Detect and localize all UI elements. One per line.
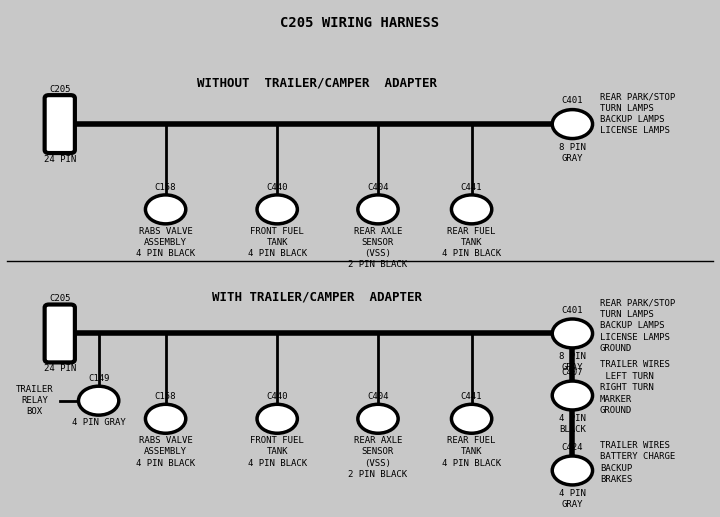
Text: REAR FUEL
TANK
4 PIN BLACK: REAR FUEL TANK 4 PIN BLACK [442, 227, 501, 258]
Text: WITHOUT  TRAILER/CAMPER  ADAPTER: WITHOUT TRAILER/CAMPER ADAPTER [197, 76, 437, 89]
Text: REAR AXLE
SENSOR
(VSS)
2 PIN BLACK: REAR AXLE SENSOR (VSS) 2 PIN BLACK [348, 436, 408, 479]
Circle shape [145, 195, 186, 224]
Circle shape [358, 195, 398, 224]
Text: 24 PIN: 24 PIN [44, 155, 76, 164]
Text: C205: C205 [49, 295, 71, 303]
Text: RABS VALVE
ASSEMBLY
4 PIN BLACK: RABS VALVE ASSEMBLY 4 PIN BLACK [136, 436, 195, 467]
Text: C441: C441 [461, 183, 482, 192]
Text: C149: C149 [88, 374, 109, 383]
Text: REAR AXLE
SENSOR
(VSS)
2 PIN BLACK: REAR AXLE SENSOR (VSS) 2 PIN BLACK [348, 227, 408, 269]
Text: TRAILER WIRES
 LEFT TURN
RIGHT TURN
MARKER
GROUND: TRAILER WIRES LEFT TURN RIGHT TURN MARKE… [600, 360, 670, 415]
Circle shape [257, 404, 297, 433]
Text: 8 PIN
GRAY: 8 PIN GRAY [559, 352, 586, 372]
Circle shape [78, 386, 119, 415]
Text: C407: C407 [562, 368, 583, 377]
Text: REAR FUEL
TANK
4 PIN BLACK: REAR FUEL TANK 4 PIN BLACK [442, 436, 501, 467]
Circle shape [552, 456, 593, 485]
Text: 4 PIN
BLACK: 4 PIN BLACK [559, 414, 586, 434]
Text: C401: C401 [562, 306, 583, 315]
Text: C205 WIRING HARNESS: C205 WIRING HARNESS [280, 16, 440, 31]
Text: 4 PIN
GRAY: 4 PIN GRAY [559, 489, 586, 509]
Text: C205: C205 [49, 85, 71, 94]
Text: 24 PIN: 24 PIN [44, 364, 76, 373]
Text: C440: C440 [266, 392, 288, 401]
Text: 4 PIN GRAY: 4 PIN GRAY [72, 418, 125, 427]
Text: FRONT FUEL
TANK
4 PIN BLACK: FRONT FUEL TANK 4 PIN BLACK [248, 227, 307, 258]
Circle shape [257, 195, 297, 224]
Text: RABS VALVE
ASSEMBLY
4 PIN BLACK: RABS VALVE ASSEMBLY 4 PIN BLACK [136, 227, 195, 258]
Text: C404: C404 [367, 183, 389, 192]
Text: 8 PIN
GRAY: 8 PIN GRAY [559, 143, 586, 163]
Text: TRAILER WIRES
BATTERY CHARGE
BACKUP
BRAKES: TRAILER WIRES BATTERY CHARGE BACKUP BRAK… [600, 441, 675, 484]
Text: C401: C401 [562, 97, 583, 105]
FancyBboxPatch shape [45, 305, 75, 362]
Text: C158: C158 [155, 392, 176, 401]
Circle shape [552, 381, 593, 410]
Text: WITH TRAILER/CAMPER  ADAPTER: WITH TRAILER/CAMPER ADAPTER [212, 291, 422, 304]
Text: C404: C404 [367, 392, 389, 401]
Text: C158: C158 [155, 183, 176, 192]
Text: C441: C441 [461, 392, 482, 401]
Text: C424: C424 [562, 443, 583, 452]
Text: TRAILER
RELAY
BOX: TRAILER RELAY BOX [16, 385, 53, 416]
Circle shape [451, 195, 492, 224]
Circle shape [451, 404, 492, 433]
Circle shape [145, 404, 186, 433]
Text: C440: C440 [266, 183, 288, 192]
Text: REAR PARK/STOP
TURN LAMPS
BACKUP LAMPS
LICENSE LAMPS: REAR PARK/STOP TURN LAMPS BACKUP LAMPS L… [600, 92, 675, 135]
Circle shape [552, 319, 593, 348]
Circle shape [358, 404, 398, 433]
Text: REAR PARK/STOP
TURN LAMPS
BACKUP LAMPS
LICENSE LAMPS
GROUND: REAR PARK/STOP TURN LAMPS BACKUP LAMPS L… [600, 298, 675, 353]
Text: FRONT FUEL
TANK
4 PIN BLACK: FRONT FUEL TANK 4 PIN BLACK [248, 436, 307, 467]
FancyBboxPatch shape [45, 95, 75, 153]
Circle shape [552, 110, 593, 139]
